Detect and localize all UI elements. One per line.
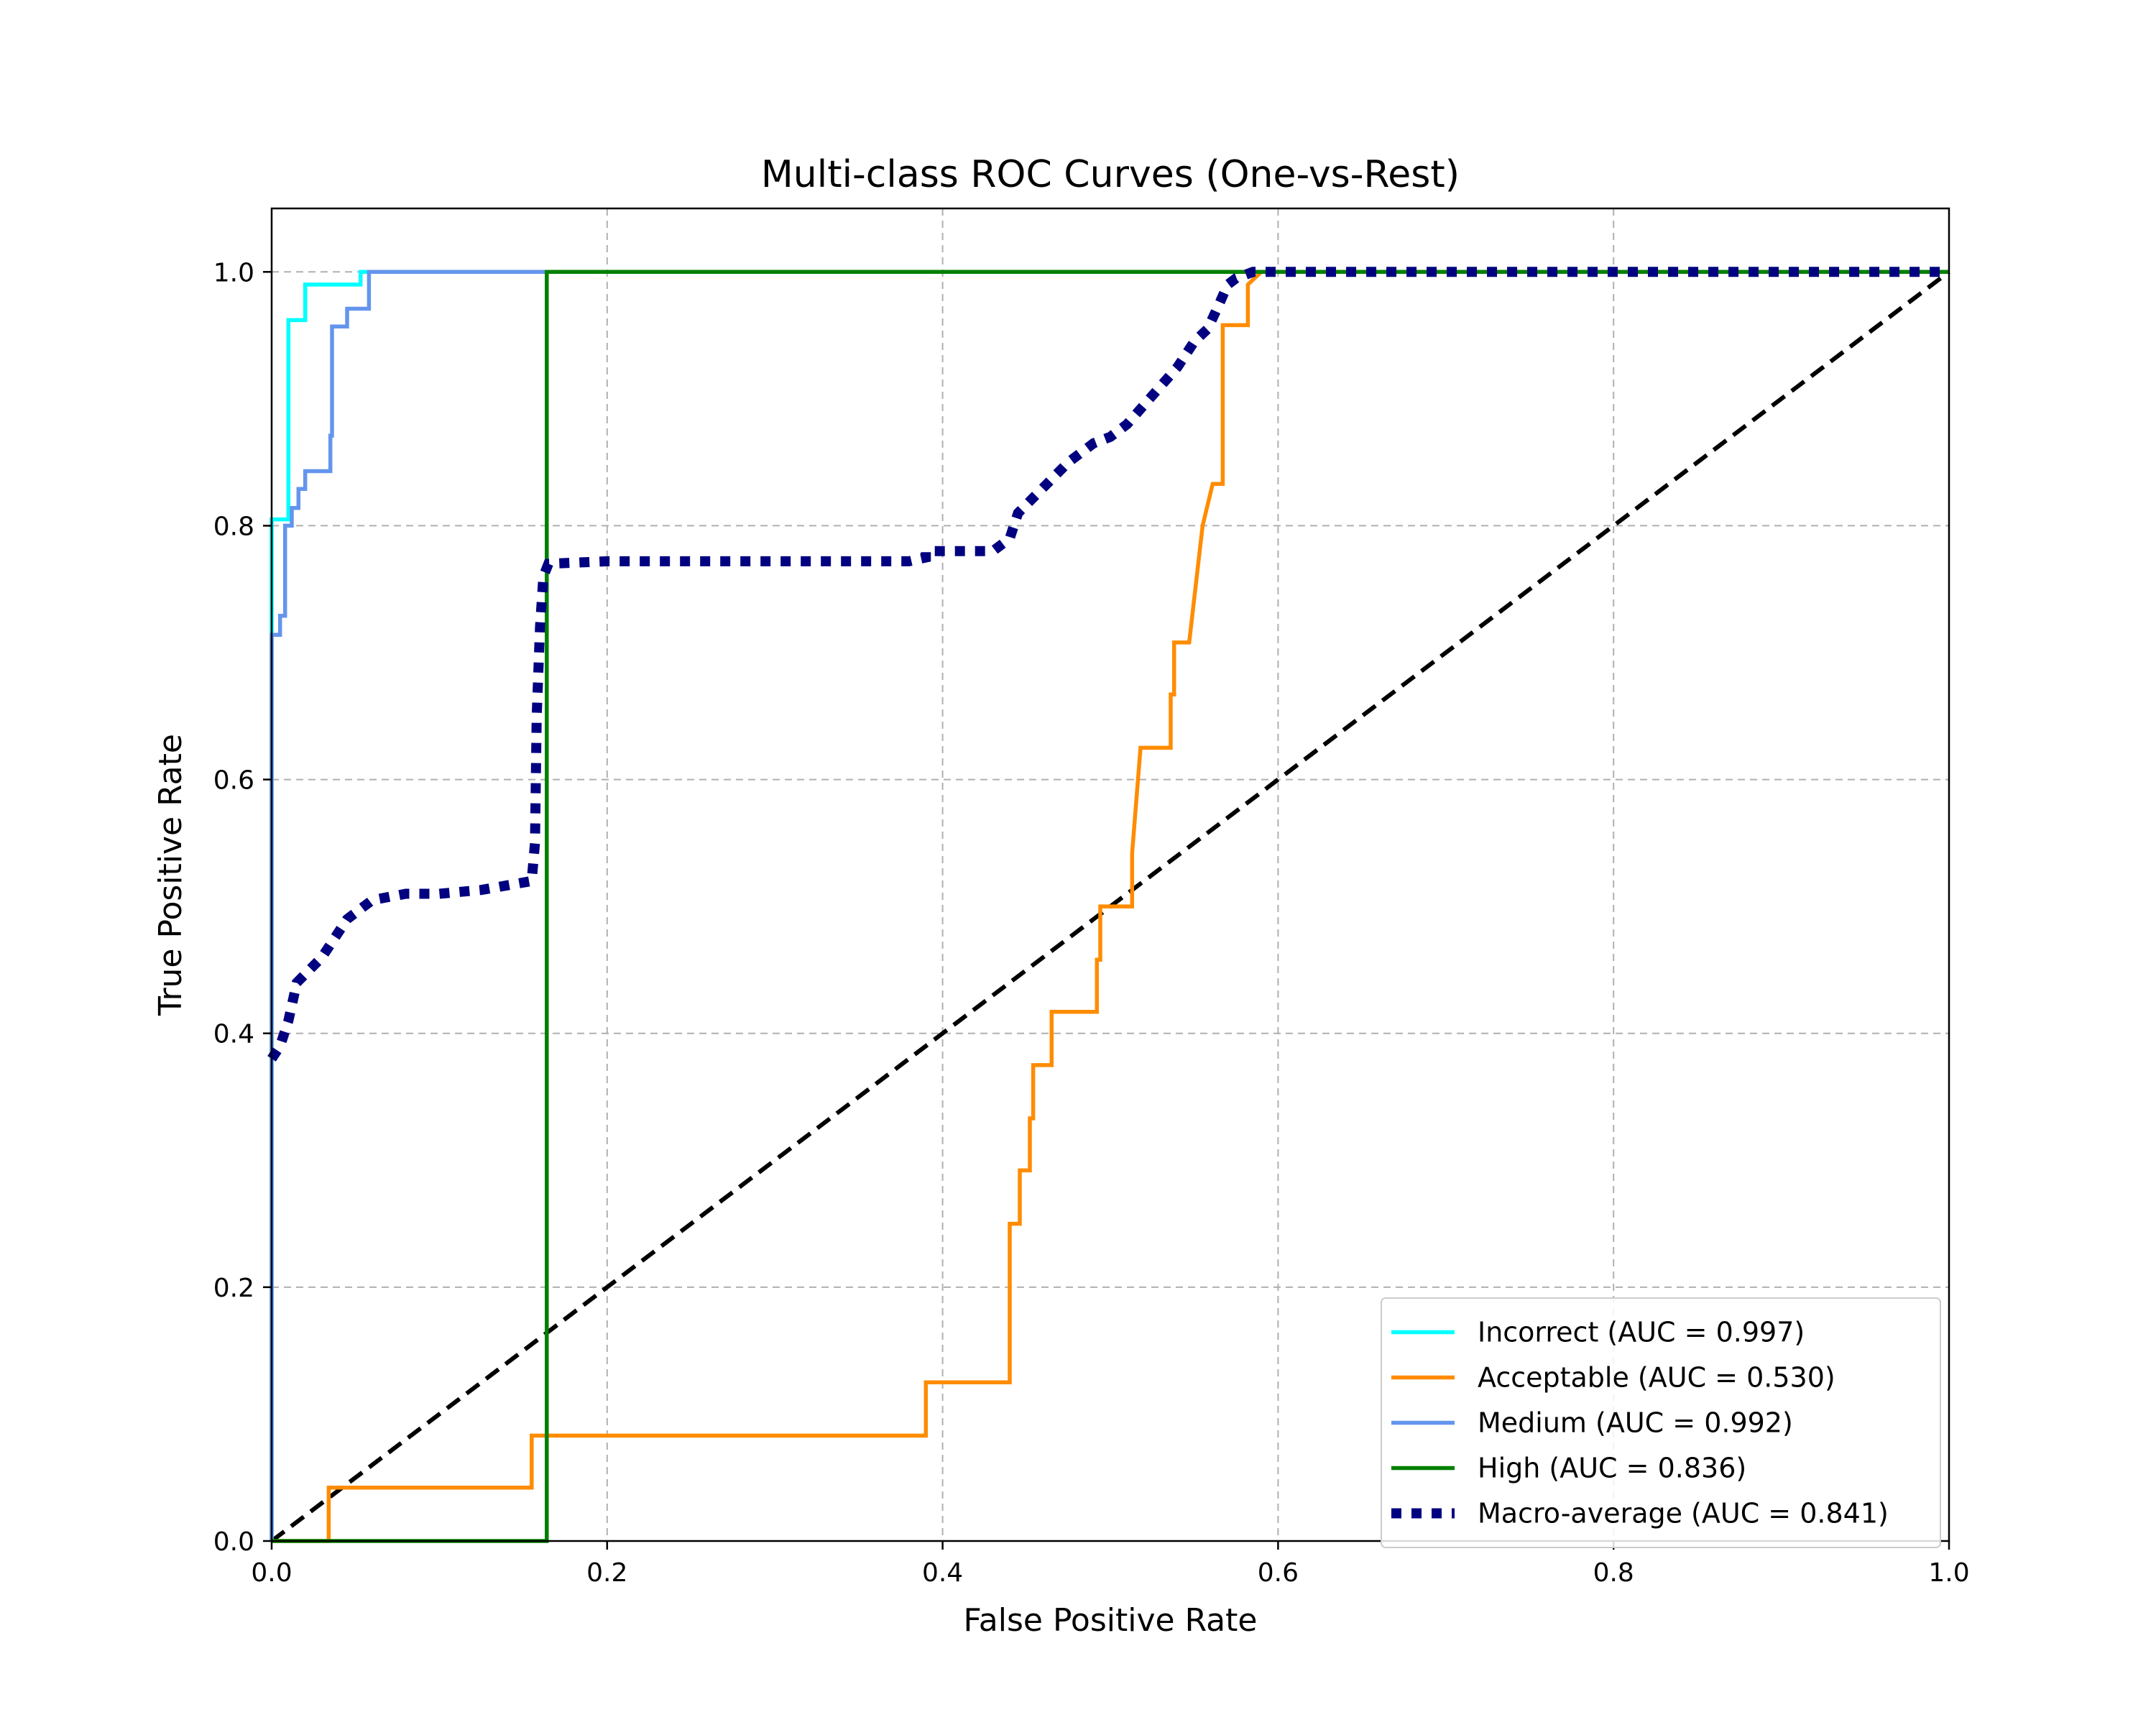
series-line-acceptable [272, 270, 1949, 1543]
legend-entry-label: Medium (AUC = 0.992) [1478, 1407, 1793, 1439]
x-axis-label: False Positive Rate [964, 1602, 1258, 1639]
legend-entry-label: Acceptable (AUC = 0.530) [1478, 1362, 1835, 1394]
y-tick-label: 1.0 [213, 258, 254, 288]
x-tick-label: 1.0 [1928, 1558, 1969, 1588]
x-tick-label: 0.2 [586, 1558, 627, 1588]
series-line-incorrect [270, 270, 1949, 1541]
legend: Incorrect (AUC = 0.997) Acceptable (AUC =… [1381, 1297, 1941, 1548]
y-tick-label: 0.6 [213, 766, 254, 796]
legend-entry-label: Macro-average (AUC = 0.841) [1478, 1498, 1889, 1530]
legend-box [1381, 1297, 1941, 1548]
y-tick-label: 0.8 [213, 512, 254, 541]
x-tick-label: 0.4 [922, 1558, 963, 1588]
y-axis-label: True Positive Rate [152, 734, 189, 1016]
y-tick-label: 0.2 [213, 1274, 254, 1303]
series-line-medium [270, 270, 1949, 1541]
y-tick-label: 0.4 [213, 1020, 254, 1049]
plot-frame [270, 207, 1950, 1542]
chart-title: Multi-class ROC Curves (One-vs-Rest) [761, 153, 1460, 196]
legend-entry-label: Incorrect (AUC = 0.997) [1478, 1317, 1805, 1348]
legend-entry-label: High (AUC = 0.836) [1478, 1453, 1746, 1484]
x-tick-label: 0.8 [1593, 1558, 1634, 1588]
x-tick-label: 0.0 [251, 1558, 292, 1588]
axis-ticks: 0.0 0.2 0.4 0.6 0.8 1.0 0.0 0.2 0.4 0.6 0.8 1.0 [213, 258, 1970, 1588]
x-tick-label: 0.6 [1258, 1558, 1299, 1588]
y-tick-label: 0.0 [213, 1527, 254, 1557]
